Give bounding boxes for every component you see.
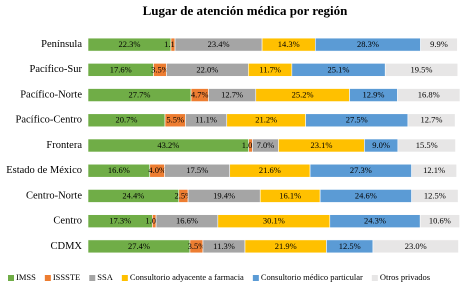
value-label: 12.9%	[363, 90, 385, 100]
category-label: Centro	[53, 216, 82, 227]
bar-segment	[384, 63, 459, 77]
value-label: 25.2%	[292, 90, 314, 100]
value-label: 16.8%	[418, 90, 440, 100]
category-label: Península	[41, 39, 82, 50]
legend-label: Consultorio médico particular	[261, 272, 363, 282]
value-label: 9.9%	[430, 39, 448, 49]
legend-swatch	[8, 275, 14, 281]
chart-title: Lugar de atención médica por región	[143, 3, 349, 18]
category-label: Frontera	[46, 140, 82, 151]
value-label: 14.3%	[278, 39, 300, 49]
value-label: 43.2%	[157, 140, 179, 150]
value-label: 12.7%	[421, 115, 443, 125]
value-label: 7.0%	[257, 140, 275, 150]
legend-label: ISSSTE	[53, 272, 80, 282]
legend-label: IMSS	[16, 272, 36, 282]
value-label: 16.1%	[279, 190, 301, 200]
legend-swatch	[89, 275, 96, 281]
value-label: 11.1%	[195, 115, 217, 125]
value-label: 21.2%	[255, 115, 277, 125]
category-label: Estado de México	[6, 165, 82, 176]
category-label: Pacífico-Centro	[16, 115, 82, 126]
value-label: 11.3%	[213, 241, 235, 251]
legend-label: Otros privados	[380, 272, 430, 282]
legend-swatch	[44, 275, 51, 281]
value-label: 27.5%	[346, 115, 368, 125]
value-label: 9.0%	[372, 140, 390, 150]
value-label: 23.4%	[208, 39, 230, 49]
value-label: 17.3%	[109, 216, 131, 226]
value-label: 23.0%	[405, 241, 427, 251]
legend-swatch	[371, 275, 378, 281]
value-label: 20.7%	[116, 115, 138, 125]
value-label: 16.6%	[108, 165, 130, 175]
legend-swatch	[252, 275, 259, 281]
value-label: 12.7%	[221, 90, 243, 100]
value-label: 12.1%	[423, 165, 445, 175]
bar-segment	[411, 163, 457, 178]
value-label: 10.6%	[429, 216, 451, 226]
value-label: 25.1%	[328, 64, 350, 74]
value-label: 12.5%	[424, 190, 446, 200]
bar-segment	[411, 189, 459, 203]
value-label: 30.1%	[263, 216, 285, 226]
value-label: 17.6%	[110, 64, 132, 74]
value-label: 23.1%	[310, 140, 332, 150]
value-label: 1.0%	[242, 140, 260, 150]
value-label: 17.5%	[186, 165, 208, 175]
value-label: 21.9%	[275, 241, 297, 251]
value-label: 27.3%	[350, 165, 372, 175]
bar-segment	[372, 239, 459, 254]
value-label: 3.5%	[151, 64, 169, 74]
value-label: 5.5%	[166, 115, 184, 125]
value-label: 22.0%	[196, 64, 218, 74]
legend-swatch	[121, 275, 128, 281]
value-label: 3.5%	[188, 241, 206, 251]
value-label: 4.0%	[148, 165, 166, 175]
value-label: 27.7%	[129, 90, 151, 100]
value-label: 27.4%	[128, 241, 150, 251]
bar-segment	[397, 138, 456, 153]
value-label: 19.4%	[213, 190, 235, 200]
value-label: 2.5%	[175, 190, 193, 200]
category-label: CDMX	[50, 241, 82, 252]
value-label: 1.0%	[145, 216, 163, 226]
value-label: 15.5%	[416, 140, 438, 150]
category-label: Pacífico-Sur	[30, 64, 83, 75]
bar-segment	[397, 88, 461, 102]
value-label: 24.4%	[122, 190, 144, 200]
value-label: 24.6%	[355, 190, 377, 200]
value-label: 1.1%	[164, 39, 182, 49]
legend-label: SSA	[97, 272, 113, 282]
value-label: 28.3%	[357, 39, 379, 49]
value-label: 22.3%	[118, 39, 140, 49]
bar-segment	[419, 214, 460, 228]
value-label: 16.6%	[176, 216, 198, 226]
value-label: 21.6%	[259, 165, 281, 175]
value-label: 19.5%	[411, 64, 433, 74]
bar-segment	[420, 37, 458, 52]
legend-label: Consultorio adyacente a farmacia	[130, 272, 244, 282]
category-label: Pacífico-Norte	[20, 89, 82, 100]
category-label: Centro-Norte	[26, 190, 82, 201]
bar-segment	[407, 113, 456, 128]
value-label: 12.5%	[339, 241, 361, 251]
value-label: 4.7%	[191, 90, 209, 100]
value-label: 24.3%	[364, 216, 386, 226]
value-label: 11.7%	[259, 64, 281, 74]
